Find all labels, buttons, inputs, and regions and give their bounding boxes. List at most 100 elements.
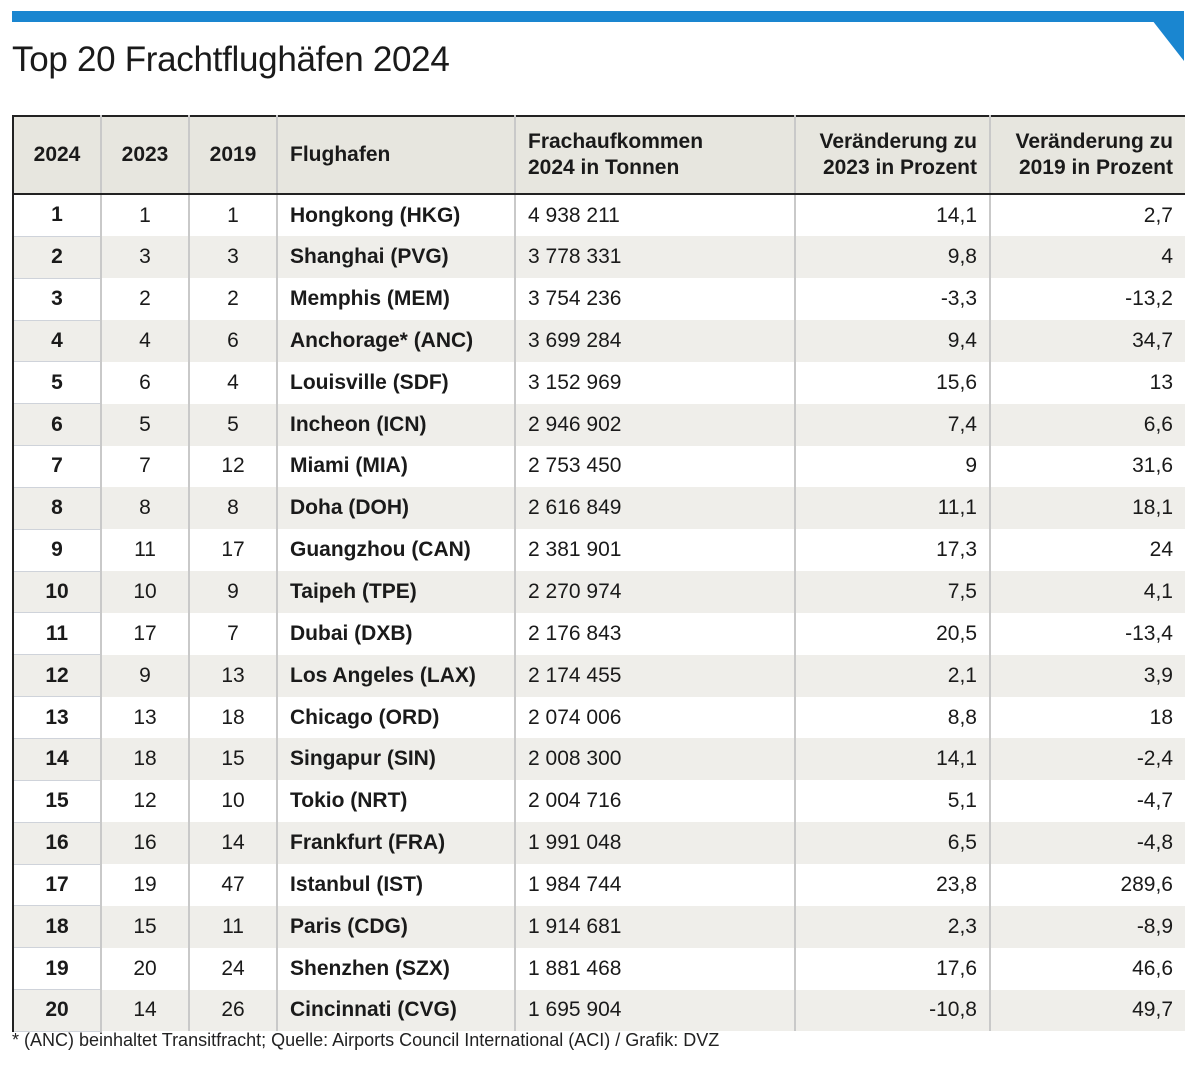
header-2019: 2019 (189, 115, 278, 195)
table-row: 20 14 26 Cincinnati (CVG) 1 695 904 -10,8 49,7 (12, 989, 1185, 1032)
cell-tonnage: 4 938 211 (515, 194, 796, 237)
cell-rank-2024: 20 (12, 989, 102, 1032)
cell-airport: Doha (DOH) (277, 487, 516, 530)
cell-rank-2023: 2 (101, 278, 190, 321)
cell-rank-2019: 2 (189, 278, 278, 321)
cell-airport: Memphis (MEM) (277, 278, 516, 321)
cell-change-2019: 4 (990, 236, 1185, 279)
cell-change-2019: 6,6 (990, 403, 1185, 446)
cell-rank-2024: 15 (12, 780, 102, 823)
cell-tonnage: 1 914 681 (515, 905, 796, 948)
cell-rank-2023: 16 (101, 822, 190, 864)
cell-rank-2023: 7 (101, 445, 190, 488)
cell-rank-2019: 14 (189, 822, 278, 864)
table-row: 11 17 7 Dubai (DXB) 2 176 843 20,5 -13,4 (12, 612, 1185, 656)
cell-rank-2019: 15 (189, 738, 278, 781)
cell-tonnage: 3 778 331 (515, 236, 796, 279)
cell-airport: Incheon (ICN) (277, 403, 516, 446)
cell-tonnage: 2 008 300 (515, 738, 796, 781)
table-row: 16 16 14 Frankfurt (FRA) 1 991 048 6,5 -4,8 (12, 822, 1185, 865)
cell-change-2019: 289,6 (1120, 872, 1173, 896)
header-volume-line1: Frachaufkommen (528, 130, 704, 153)
cell-change-2023: 2,3 (795, 905, 991, 948)
cell-change-2019: 24 (1149, 538, 1173, 562)
cell-rank-2023: 20 (101, 947, 190, 990)
cell-airport: Taipeh (TPE) (277, 571, 516, 613)
cell-rank-2023: 9 (101, 654, 190, 697)
cell-rank-2019: 47 (189, 864, 278, 906)
cell-change-2023: -10,8 (795, 989, 991, 1032)
table-row: 18 15 11 Paris (CDG) 1 914 681 2,3 -8,9 (12, 905, 1185, 949)
cell-airport: Frankfurt (FRA) (277, 822, 516, 864)
cell-rank-2019: 11 (189, 905, 278, 948)
cell-change-2019: -13,4 (1125, 621, 1173, 645)
cell-rank-2019: 10 (189, 780, 278, 823)
cell-rank-2019: 9 (189, 571, 278, 613)
cell-change-2023: 14,1 (795, 194, 991, 237)
cell-tonnage: 3 152 969 (515, 361, 796, 404)
cell-tonnage: 2 176 843 (515, 612, 796, 655)
header-2024: 2024 (12, 115, 102, 195)
header-change-2023-line2: 2023 in Prozent (822, 156, 977, 179)
cell-tonnage: 2 381 901 (515, 529, 796, 572)
cell-tonnage: 2 004 716 (515, 780, 796, 823)
cell-change-2023: 7,4 (795, 403, 991, 446)
cell-tonnage: 2 074 006 (515, 696, 796, 739)
cell-change-2019: 46,6 (1132, 956, 1173, 980)
cell-change-2019: 4,1 (990, 571, 1185, 613)
cell-change-2023: 5,1 (795, 780, 991, 823)
cell-airport: Singapur (SIN) (277, 738, 516, 781)
cell-rank-2019: 1 (189, 194, 278, 237)
cell-rank-2024: 1 (12, 194, 102, 237)
cell-airport: Chicago (ORD) (277, 696, 516, 739)
table-row: 19 20 24 Shenzhen (SZX) 1 881 468 17,6 46,6 (12, 947, 1185, 991)
cell-change-2019: 18 (1149, 705, 1173, 729)
cell-airport: Hongkong (HKG) (277, 194, 516, 237)
cell-rank-2024: 2 (12, 236, 102, 279)
cell-change-2023: 6,5 (795, 822, 991, 864)
cell-rank-2023: 12 (101, 780, 190, 823)
cell-airport: Shenzhen (SZX) (277, 947, 516, 990)
cell-rank-2023: 11 (101, 529, 190, 572)
cell-rank-2023: 4 (101, 320, 190, 362)
table-row: 7 7 12 Miami (MIA) 2 753 450 9 31,6 (12, 445, 1185, 488)
cell-airport: Guangzhou (CAN) (277, 529, 516, 572)
cell-rank-2024: 10 (12, 571, 102, 614)
cell-rank-2024: 8 (12, 487, 102, 530)
cell-rank-2024: 17 (12, 864, 102, 907)
table-body: 1 1 1 Hongkong (HKG) 4 938 211 14,1 2,7 2 3 3 Shan… (12, 194, 1185, 1032)
cargo-table-container: 2024 2023 2019 Flughafen Frachaufkommen 2… (12, 115, 1185, 1032)
table-row: 5 6 4 Louisville (SDF) 3 152 969 15,6 13 (12, 361, 1185, 405)
cell-change-2019: -2,4 (990, 738, 1185, 781)
table-row: 12 9 13 Los Angeles (LAX) 2 174 455 2,1 3,9 (12, 654, 1185, 698)
cell-change-2023: 23,8 (795, 864, 991, 906)
cell-tonnage: 2 174 455 (515, 654, 796, 697)
cell-rank-2024: 18 (12, 905, 102, 949)
cell-change-2023: 8,8 (795, 696, 991, 739)
cell-change-2023: 15,6 (795, 361, 991, 404)
cell-rank-2024: 5 (12, 361, 102, 405)
cell-airport: Miami (MIA) (277, 445, 516, 488)
cell-change-2023: -3,3 (795, 278, 991, 321)
cell-change-2023: 14,1 (795, 738, 991, 781)
header-change-2023: Veränderung zu 2023 in Prozent (795, 115, 991, 195)
cargo-airports-table: 2024 2023 2019 Flughafen Frachaufkommen 2… (12, 115, 1185, 1032)
cell-rank-2024: 11 (12, 612, 102, 656)
header-change-2019: Veränderung zu 2019 in Prozent (990, 115, 1185, 195)
cell-change-2019: 34,7 (990, 320, 1185, 362)
cell-change-2023: 17,3 (795, 529, 991, 572)
cell-change-2019: -4,7 (1136, 789, 1173, 813)
cell-rank-2023: 18 (101, 738, 190, 781)
table-row: 1 1 1 Hongkong (HKG) 4 938 211 14,1 2,7 (12, 194, 1185, 237)
table-row: 13 13 18 Chicago (ORD) 2 074 006 8,8 18 (12, 696, 1185, 739)
cell-airport: Dubai (DXB) (277, 612, 516, 655)
header-volume: Frachaufkommen 2024 in Tonnen (515, 115, 796, 195)
cell-rank-2024: 7 (12, 445, 102, 488)
cell-rank-2019: 7 (189, 612, 278, 655)
table-row: 15 12 10 Tokio (NRT) 2 004 716 5,1 -4,7 (12, 780, 1185, 823)
footnote: * (ANC) beinhaltet Transitfracht; Quelle… (12, 1030, 720, 1050)
header-airport: Flughafen (277, 115, 516, 195)
cell-rank-2019: 8 (189, 487, 278, 530)
cell-change-2023: 17,6 (795, 947, 991, 990)
cell-change-2019: -4,8 (990, 822, 1185, 864)
